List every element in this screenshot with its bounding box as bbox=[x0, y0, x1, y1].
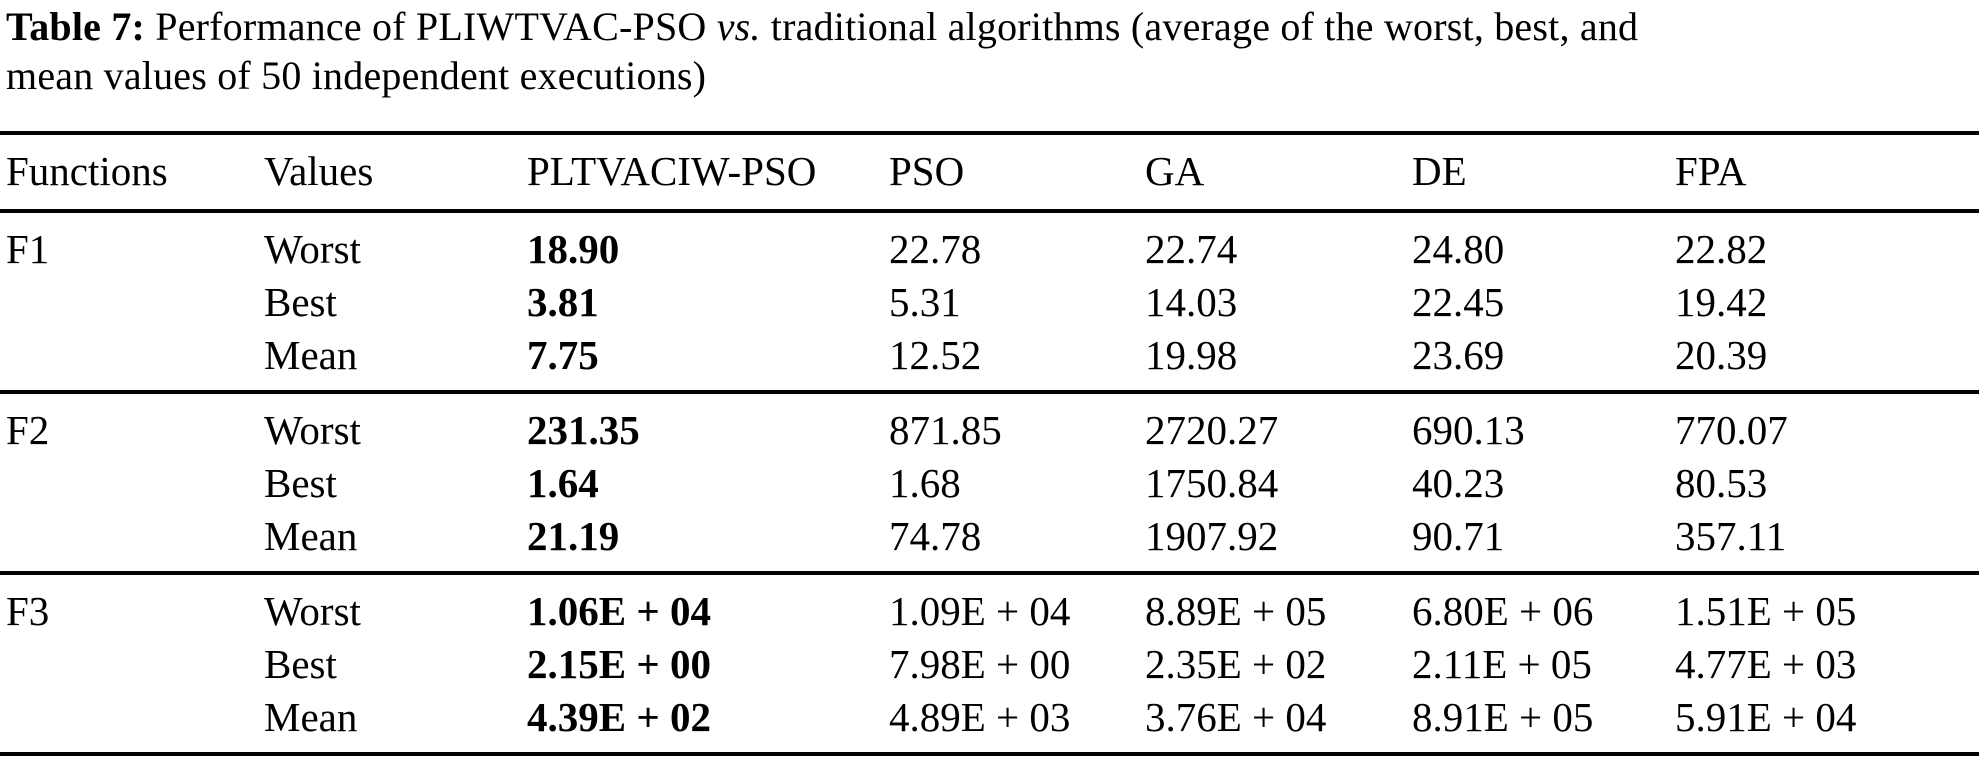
data-cell: 22.45 bbox=[1412, 279, 1505, 325]
function-group-f3: F3 Worst 1.06E + 04 1.09E + 04 8.89E + 05 6.8… bbox=[0, 573, 1979, 754]
data-cell: 8.89E + 05 bbox=[1145, 588, 1327, 634]
column-header-de: DE bbox=[1412, 148, 1467, 194]
value-label-cell: Best bbox=[264, 460, 337, 506]
function-cell bbox=[0, 457, 264, 510]
function-cell bbox=[0, 638, 264, 691]
data-cell: 4.77E + 03 bbox=[1675, 641, 1857, 687]
data-cell: 1.68 bbox=[889, 460, 961, 506]
table-row: Best 3.81 5.31 14.03 22.45 19.42 bbox=[0, 276, 1979, 329]
data-cell: 1.64 bbox=[527, 460, 599, 506]
data-cell: 6.80E + 06 bbox=[1412, 588, 1594, 634]
function-cell: F2 bbox=[6, 407, 50, 453]
data-cell: 7.75 bbox=[527, 332, 599, 378]
caption-segment: vs. bbox=[716, 4, 761, 49]
caption-segment: Performance of PLIWTVAC-PSO bbox=[145, 4, 717, 49]
data-cell: 22.78 bbox=[889, 226, 982, 272]
data-cell: 22.74 bbox=[1145, 226, 1238, 272]
table-row: Best 1.64 1.68 1750.84 40.23 80.53 bbox=[0, 457, 1979, 510]
value-label-cell: Mean bbox=[264, 513, 358, 559]
data-cell: 770.07 bbox=[1675, 407, 1788, 453]
data-cell: 1.06E + 04 bbox=[527, 588, 711, 634]
data-cell: 2720.27 bbox=[1145, 407, 1279, 453]
data-cell: 22.82 bbox=[1675, 226, 1768, 272]
table-row: F1 Worst 18.90 22.78 22.74 24.80 22.82 bbox=[0, 211, 1979, 276]
value-label-cell: Worst bbox=[264, 588, 361, 634]
table-row: Mean 4.39E + 02 4.89E + 03 3.76E + 04 8.91E … bbox=[0, 691, 1979, 754]
function-cell bbox=[0, 510, 264, 573]
data-cell: 18.90 bbox=[527, 226, 620, 272]
table-row: F2 Worst 231.35 871.85 2720.27 690.13 770.07 bbox=[0, 392, 1979, 457]
column-header-functions: Functions bbox=[6, 148, 168, 194]
data-cell: 3.81 bbox=[527, 279, 599, 325]
column-header-fpa: FPA bbox=[1675, 148, 1747, 194]
value-label-cell: Best bbox=[264, 279, 337, 325]
data-cell: 5.91E + 04 bbox=[1675, 694, 1857, 740]
value-label-cell: Best bbox=[264, 641, 337, 687]
value-label-cell: Mean bbox=[264, 332, 358, 378]
data-cell: 1907.92 bbox=[1145, 513, 1279, 559]
function-cell bbox=[0, 276, 264, 329]
function-cell bbox=[0, 691, 264, 754]
caption-segment: Table 7: bbox=[6, 4, 146, 49]
function-group-f2: F2 Worst 231.35 871.85 2720.27 690.13 770.07 Be… bbox=[0, 392, 1979, 573]
data-cell: 80.53 bbox=[1675, 460, 1768, 506]
data-cell: 8.91E + 05 bbox=[1412, 694, 1594, 740]
data-cell: 7.98E + 00 bbox=[889, 641, 1071, 687]
data-cell: 12.52 bbox=[889, 332, 982, 378]
data-cell: 1.51E + 05 bbox=[1675, 588, 1857, 634]
value-label-cell: Worst bbox=[264, 407, 361, 453]
data-cell: 20.39 bbox=[1675, 332, 1768, 378]
data-cell: 21.19 bbox=[527, 513, 620, 559]
data-cell: 40.23 bbox=[1412, 460, 1505, 506]
column-header-values: Values bbox=[264, 148, 374, 194]
column-header-pso: PSO bbox=[889, 148, 965, 194]
data-cell: 74.78 bbox=[889, 513, 982, 559]
data-cell: 19.98 bbox=[1145, 332, 1238, 378]
caption-segment: traditional algorithms (average of the w… bbox=[760, 4, 1639, 49]
data-cell: 871.85 bbox=[889, 407, 1002, 453]
function-group-f1: F1 Worst 18.90 22.78 22.74 24.80 22.82 Best 3.81… bbox=[0, 211, 1979, 392]
data-cell: 19.42 bbox=[1675, 279, 1768, 325]
function-cell: F1 bbox=[6, 226, 50, 272]
data-cell: 2.11E + 05 bbox=[1412, 641, 1592, 687]
data-cell: 14.03 bbox=[1145, 279, 1238, 325]
data-cell: 357.11 bbox=[1675, 513, 1787, 559]
table-header: Functions Values PLTVACIW-PSO PSO GA DE FPA bbox=[0, 133, 1979, 211]
results-table: Functions Values PLTVACIW-PSO PSO GA DE FPA F1… bbox=[0, 131, 1979, 756]
data-cell: 2.35E + 02 bbox=[1145, 641, 1327, 687]
table-row: F3 Worst 1.06E + 04 1.09E + 04 8.89E + 05 6.8… bbox=[0, 573, 1979, 638]
column-header-ga: GA bbox=[1145, 148, 1205, 194]
data-cell: 4.89E + 03 bbox=[889, 694, 1071, 740]
data-cell: 690.13 bbox=[1412, 407, 1525, 453]
data-cell: 1.09E + 04 bbox=[889, 588, 1071, 634]
data-cell: 23.69 bbox=[1412, 332, 1505, 378]
data-cell: 24.80 bbox=[1412, 226, 1505, 272]
table-row: Best 2.15E + 00 7.98E + 00 2.35E + 02 2.11E … bbox=[0, 638, 1979, 691]
table-row: Mean 21.19 74.78 1907.92 90.71 357.11 bbox=[0, 510, 1979, 573]
caption-segment: mean values of 50 independent executions… bbox=[6, 53, 707, 98]
data-cell: 231.35 bbox=[527, 407, 640, 453]
data-cell: 4.39E + 02 bbox=[527, 694, 711, 740]
data-cell: 90.71 bbox=[1412, 513, 1505, 559]
function-cell bbox=[0, 329, 264, 392]
table-row: Mean 7.75 12.52 19.98 23.69 20.39 bbox=[0, 329, 1979, 392]
data-cell: 1750.84 bbox=[1145, 460, 1279, 506]
header-row: Functions Values PLTVACIW-PSO PSO GA DE FPA bbox=[0, 133, 1979, 211]
function-cell: F3 bbox=[6, 588, 50, 634]
data-cell: 5.31 bbox=[889, 279, 961, 325]
value-label-cell: Mean bbox=[264, 694, 358, 740]
data-cell: 2.15E + 00 bbox=[527, 641, 711, 687]
column-header-pltvaciw-pso: PLTVACIW-PSO bbox=[527, 148, 817, 194]
data-cell: 3.76E + 04 bbox=[1145, 694, 1327, 740]
table-caption: Table 7: Performance of PLIWTVAC-PSO vs.… bbox=[6, 2, 1971, 100]
value-label-cell: Worst bbox=[264, 226, 361, 272]
